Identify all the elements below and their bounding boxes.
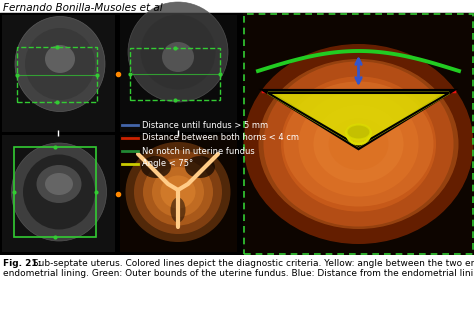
Ellipse shape bbox=[134, 150, 222, 234]
Ellipse shape bbox=[264, 62, 454, 226]
Text: Fig. 21:: Fig. 21: bbox=[3, 259, 41, 268]
Ellipse shape bbox=[128, 2, 228, 102]
Bar bbox=[2, 15, 115, 132]
Bar bbox=[243, 13, 474, 255]
Ellipse shape bbox=[45, 45, 75, 73]
Ellipse shape bbox=[140, 15, 216, 90]
Text: endometrial lining. Green: Outer bounds of the uterine fundus. Blue: Distance fr: endometrial lining. Green: Outer bounds … bbox=[3, 269, 474, 278]
Ellipse shape bbox=[126, 142, 230, 242]
Bar bbox=[120, 135, 237, 252]
Bar bbox=[120, 15, 237, 132]
Ellipse shape bbox=[11, 143, 107, 241]
Ellipse shape bbox=[328, 118, 389, 170]
Bar bbox=[2, 135, 115, 252]
Bar bbox=[14, 147, 96, 237]
Text: Distance until fundus > 5 mm: Distance until fundus > 5 mm bbox=[142, 120, 268, 129]
Ellipse shape bbox=[161, 175, 195, 208]
Bar bbox=[130, 48, 220, 100]
Ellipse shape bbox=[23, 155, 95, 230]
Text: Distance between both horns < 4 cm: Distance between both horns < 4 cm bbox=[142, 133, 299, 142]
Ellipse shape bbox=[283, 81, 434, 207]
Ellipse shape bbox=[244, 44, 474, 244]
Ellipse shape bbox=[15, 16, 105, 112]
Bar bbox=[0, 13, 355, 255]
Text: Sub-septate uterus. Colored lines depict the diagnostic criteria. Yellow: angle : Sub-septate uterus. Colored lines depict… bbox=[30, 259, 474, 268]
Text: No notch in uterine fundus: No notch in uterine fundus bbox=[142, 146, 255, 156]
Ellipse shape bbox=[171, 197, 185, 222]
Ellipse shape bbox=[152, 167, 204, 217]
Bar bbox=[17, 47, 97, 102]
Ellipse shape bbox=[281, 77, 436, 211]
Ellipse shape bbox=[346, 124, 371, 140]
Ellipse shape bbox=[162, 42, 194, 72]
Ellipse shape bbox=[185, 156, 215, 178]
Text: Fernando Bonilla-Musoles et al: Fernando Bonilla-Musoles et al bbox=[3, 3, 163, 13]
Ellipse shape bbox=[25, 28, 95, 100]
Ellipse shape bbox=[45, 173, 73, 195]
Ellipse shape bbox=[313, 105, 403, 183]
Bar bbox=[244, 14, 473, 254]
Polygon shape bbox=[268, 93, 449, 146]
Ellipse shape bbox=[36, 165, 82, 203]
Ellipse shape bbox=[299, 91, 419, 197]
Ellipse shape bbox=[143, 159, 213, 225]
Ellipse shape bbox=[141, 156, 171, 178]
Ellipse shape bbox=[258, 59, 458, 229]
Text: Angle < 75°: Angle < 75° bbox=[142, 160, 193, 169]
